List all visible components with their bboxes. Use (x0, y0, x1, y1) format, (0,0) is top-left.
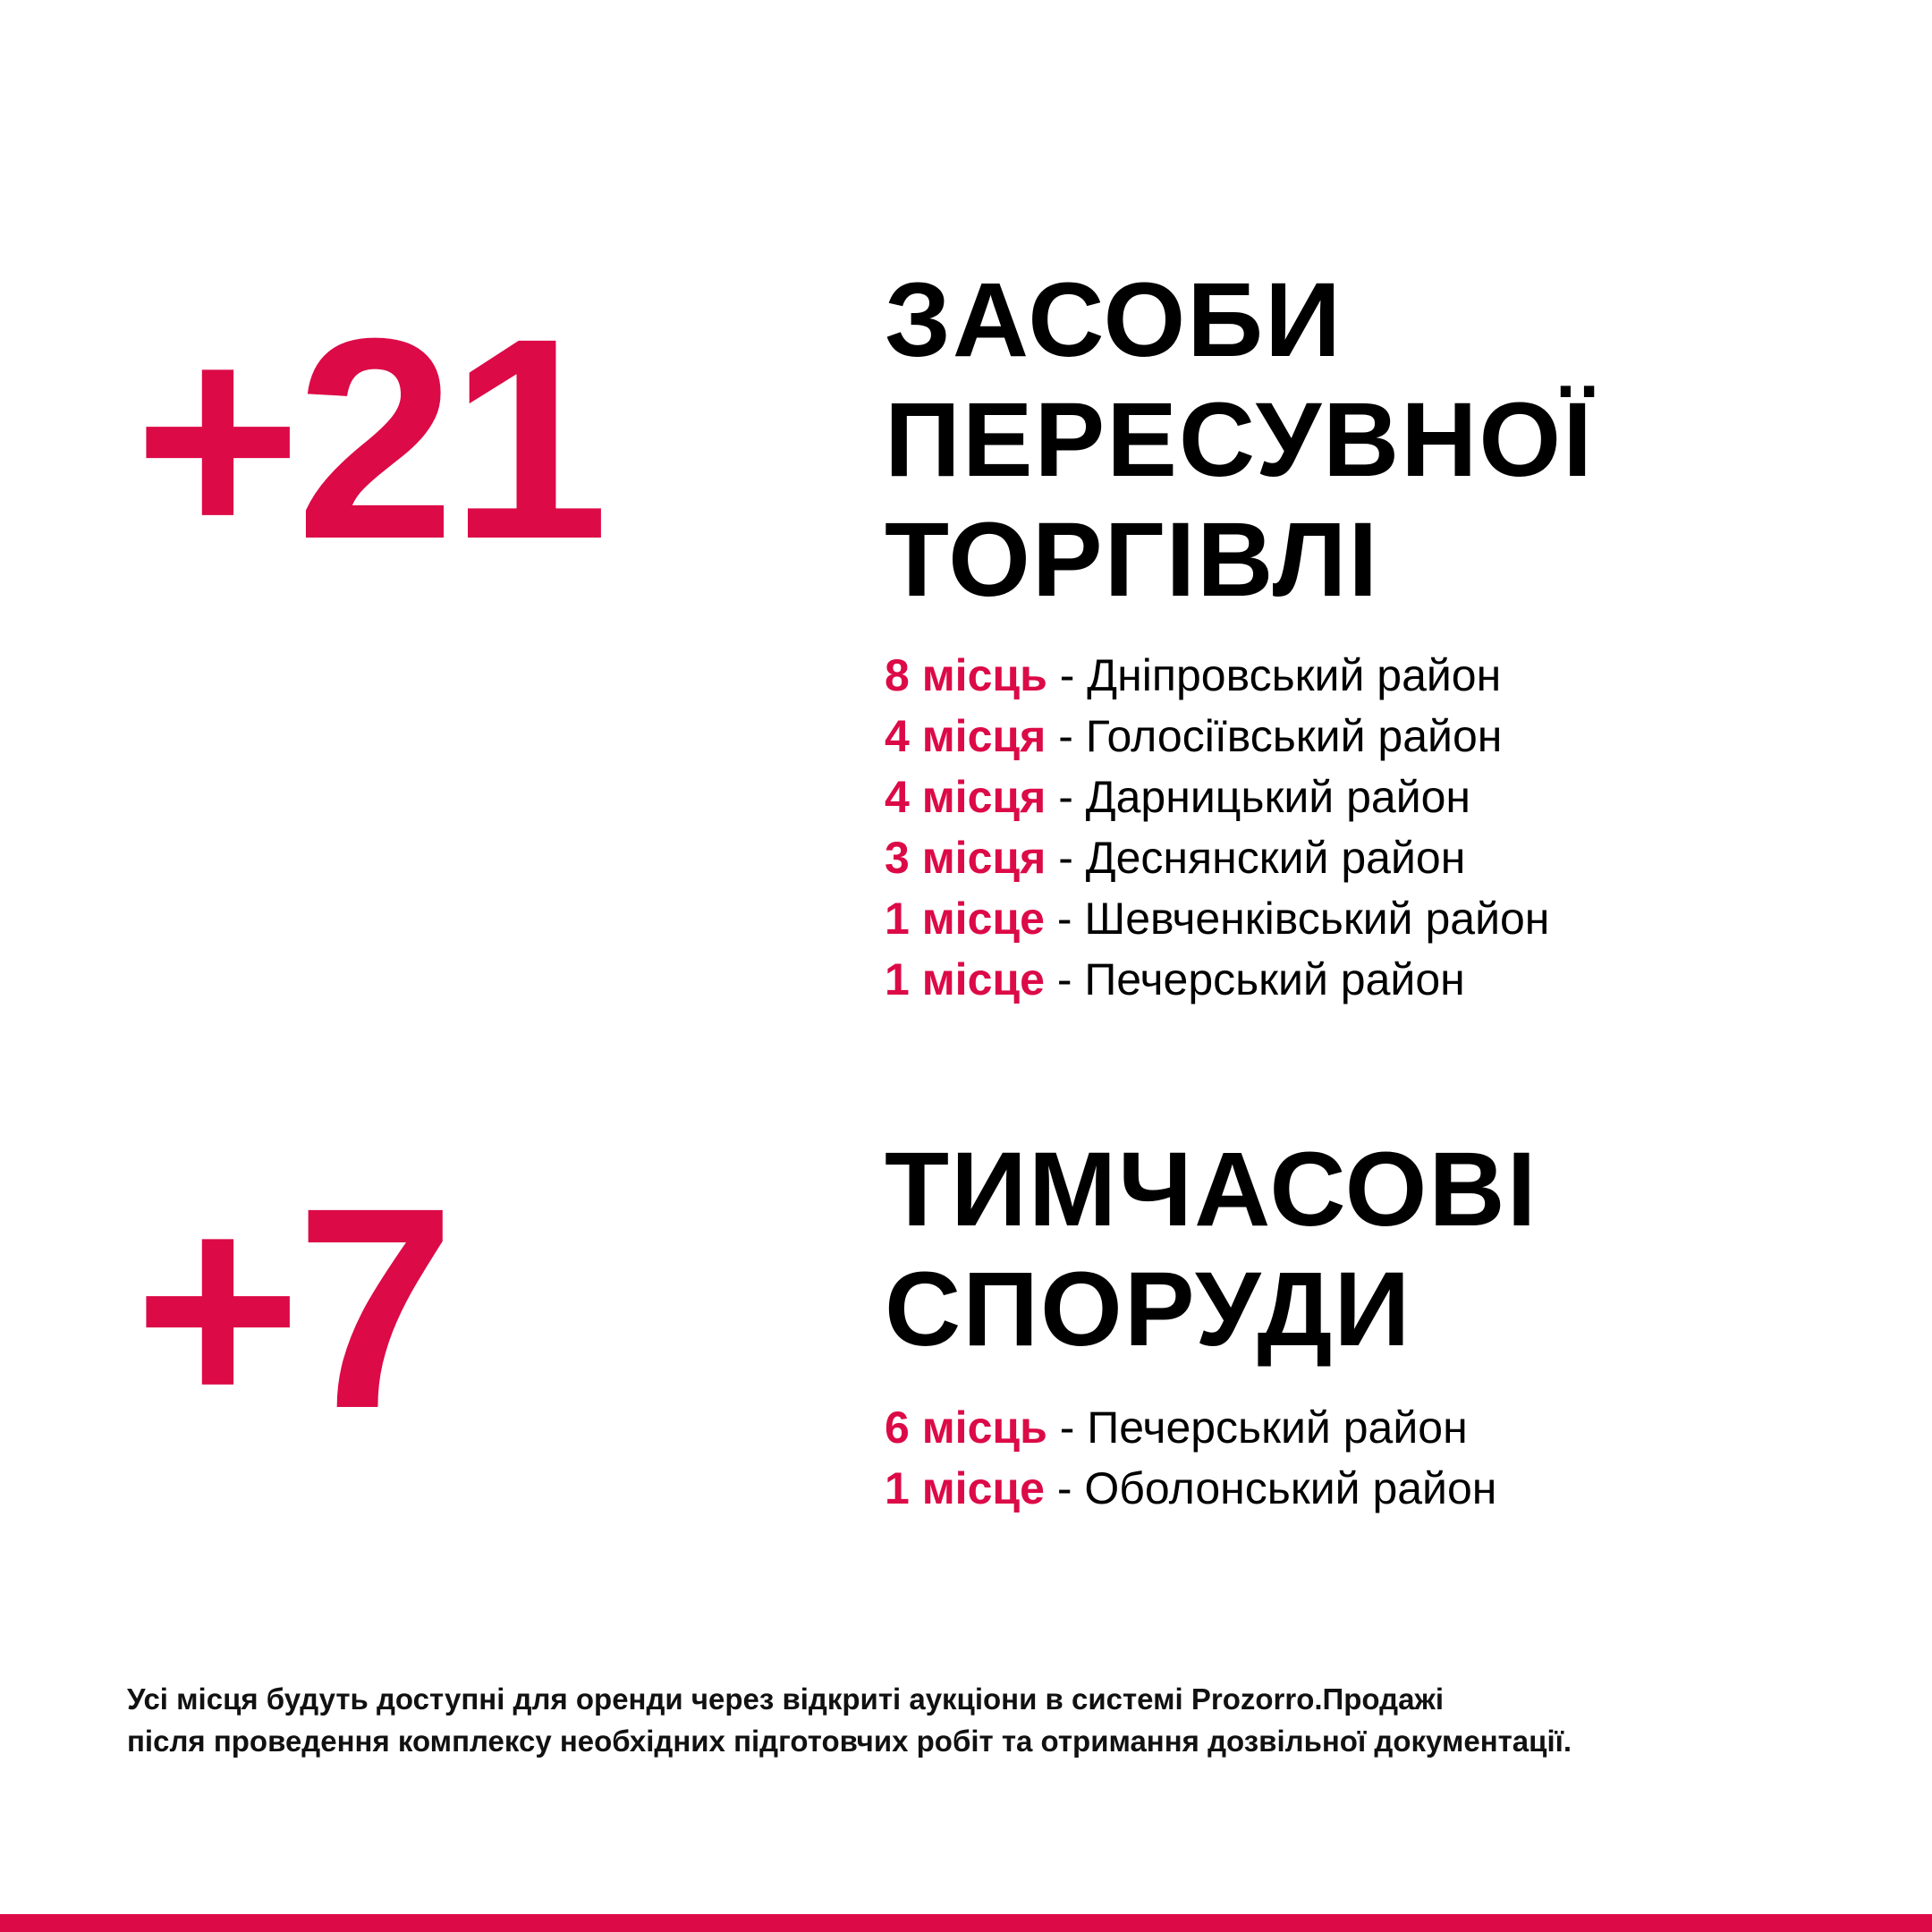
list-item: 4 місця - Дарницький район (885, 767, 1549, 827)
place-count: 1 місце (885, 894, 1045, 944)
footer-note: Усі місця будуть доступні для оренди чер… (127, 1678, 1572, 1762)
list-item: 8 місць - Дніпровський район (885, 645, 1549, 706)
heading-line: СПОРУДИ (885, 1250, 1412, 1368)
count-temporary-structures: +7 (134, 1148, 455, 1468)
place-count: 3 місця (885, 833, 1046, 883)
district: - Оболонський район (1044, 1463, 1497, 1513)
temporary-structures-list: 6 місць - Печерський район 1 місце - Обо… (885, 1397, 1496, 1519)
list-item: 1 місце - Печерський район (885, 949, 1549, 1010)
list-item: 1 місце - Оболонський район (885, 1458, 1496, 1519)
district: - Печерський район (1046, 1402, 1468, 1453)
district: - Дарницький район (1046, 772, 1471, 822)
footer-line-2: після проведення комплексу необхідних пі… (127, 1724, 1572, 1758)
count-mobile-trade: +21 (134, 278, 609, 598)
footer-text: Усі місця будуть доступні для оренди чер… (127, 1682, 1191, 1716)
list-item: 4 місця - Голосіївський район (885, 706, 1549, 767)
heading-line: ТОРГІВЛІ (885, 501, 1380, 619)
heading-temporary-structures: ТИМЧАСОВІ СПОРУДИ (885, 1130, 1538, 1369)
place-count: 1 місце (885, 954, 1045, 1004)
bottom-accent-bar (0, 1914, 1932, 1932)
district: - Голосіївський район (1046, 711, 1503, 761)
place-count: 1 місце (885, 1463, 1045, 1513)
place-count: 8 місць (885, 650, 1047, 700)
place-count: 6 місць (885, 1402, 1047, 1453)
place-count: 4 місця (885, 711, 1046, 761)
heading-line: ТИМЧАСОВІ (885, 1131, 1538, 1249)
heading-line: ПЕРЕСУВНОЇ (885, 381, 1594, 499)
district: - Шевченківський район (1044, 894, 1550, 944)
heading-line: ЗАСОБИ (885, 261, 1343, 379)
footer-brand: Prozorro.Продажі (1191, 1682, 1444, 1716)
district: - Дніпровський район (1046, 650, 1502, 700)
district: - Печерський район (1044, 954, 1465, 1004)
heading-mobile-trade: ЗАСОБИ ПЕРЕСУВНОЇ ТОРГІВЛІ (885, 260, 1594, 620)
district: - Деснянский район (1046, 833, 1466, 883)
list-item: 3 місця - Деснянский район (885, 827, 1549, 888)
list-item: 1 місце - Шевченківський район (885, 888, 1549, 949)
mobile-trade-list: 8 місць - Дніпровський район 4 місця - Г… (885, 645, 1549, 1010)
footer-line-1: Усі місця будуть доступні для оренди чер… (127, 1678, 1572, 1720)
place-count: 4 місця (885, 772, 1046, 822)
list-item: 6 місць - Печерський район (885, 1397, 1496, 1458)
